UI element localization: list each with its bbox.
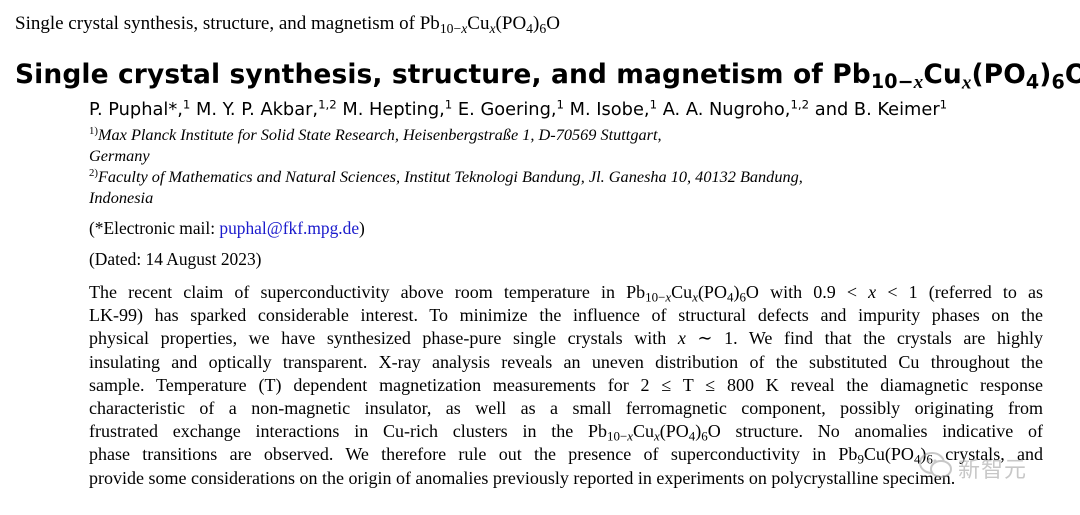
abstract-line: insulating and optically transparent. X-…: [89, 351, 1043, 372]
abstract-line: provide some considerations on the origi…: [89, 467, 956, 488]
abstract-line: frustrated exchange interactions in Cu-r…: [89, 421, 1043, 444]
email-link[interactable]: puphal@fkf.mpg.de: [219, 218, 360, 238]
abstract-line: characteristic of a non-magnetic insulat…: [89, 397, 1043, 418]
abstract: The recent claim of superconductivity ab…: [89, 281, 1043, 490]
affiliation-2-cont: Indonesia: [89, 188, 154, 207]
author: A. A. Nugroho,1,2: [662, 97, 810, 120]
author: and B. Keimer1: [814, 97, 948, 120]
author-list: P. Puphal*,1 M. Y. P. Akbar,1,2 M. Hepti…: [89, 98, 947, 122]
affiliation-1: 1)Max Planck Institute for Solid State R…: [89, 125, 662, 144]
author: M. Y. P. Akbar,1,2: [196, 97, 337, 120]
affiliations: 1)Max Planck Institute for Solid State R…: [89, 124, 989, 208]
wechat-icon: [919, 452, 952, 478]
abstract-line: phase transitions are observed. We there…: [89, 444, 1043, 467]
author: E. Goering,1: [457, 97, 564, 120]
paper-title: Single crystal synthesis, structure, and…: [15, 59, 1080, 94]
author: P. Puphal*,1: [89, 97, 191, 120]
abstract-line: LK-99) has sparked considerable interest…: [89, 305, 1043, 326]
contact-email: (*Electronic mail: puphal@fkf.mpg.de): [89, 218, 365, 238]
affiliation-1-cont: Germany: [89, 146, 150, 165]
abstract-line: The recent claim of superconductivity ab…: [89, 282, 1043, 305]
page-header: Single crystal synthesis, structure, and…: [15, 13, 560, 36]
affiliation-2: 2)Faculty of Mathematics and Natural Sci…: [89, 167, 803, 186]
author: M. Isobe,1: [569, 97, 658, 120]
header-text: Single crystal synthesis, structure, and…: [15, 13, 440, 34]
abstract-line: sample. Temperature (T) dependent magnet…: [89, 374, 1043, 395]
date-line: (Dated: 14 August 2023): [89, 249, 262, 269]
watermark: 新智元: [918, 446, 1048, 486]
abstract-line: physical properties, we have synthesized…: [89, 328, 1043, 349]
author: M. Hepting,1: [342, 97, 453, 120]
watermark-text: 新智元: [958, 458, 1028, 483]
